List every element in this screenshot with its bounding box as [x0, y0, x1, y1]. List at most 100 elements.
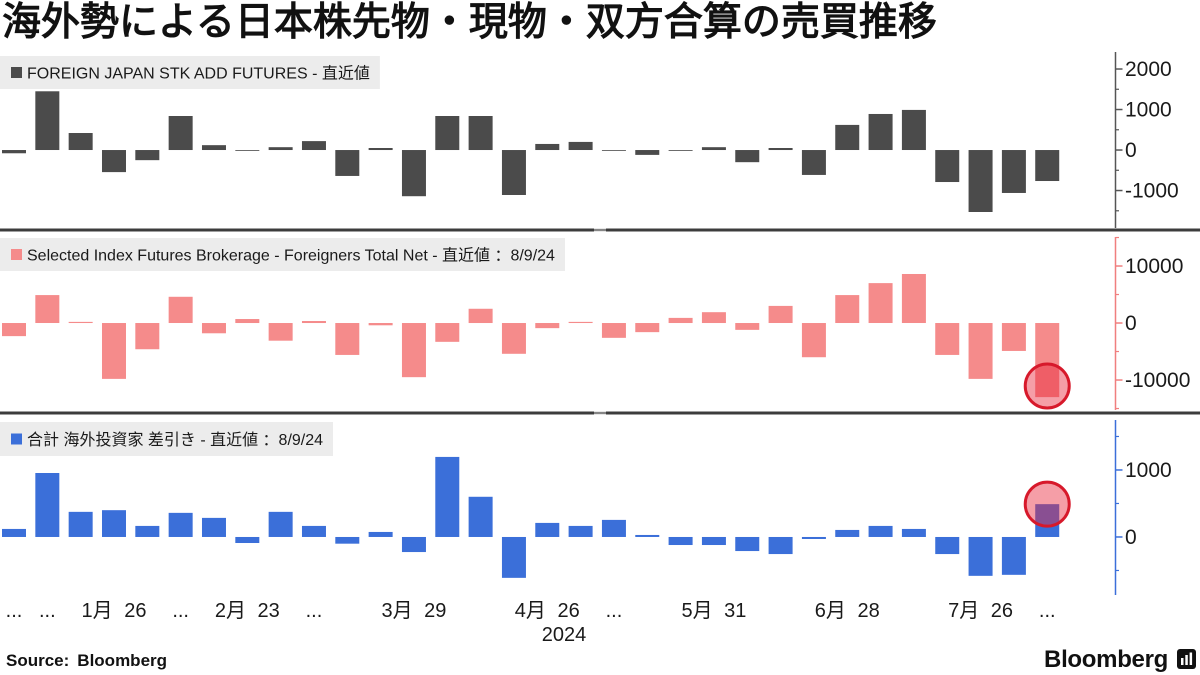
panel-2-bar — [1001, 323, 1026, 351]
panel-2-bar — [401, 323, 426, 378]
panel-2-bar — [2, 323, 26, 337]
panel-2-bar — [68, 321, 93, 324]
latest-value-highlight — [1023, 362, 1071, 410]
panel-2-bar — [635, 323, 660, 333]
x-tick-label: 1月 26 — [82, 600, 147, 622]
legend: FOREIGN JAPAN STK ADD FUTURES - 直近値 — [0, 56, 380, 89]
panel-2-y-axis: 10000 0 -10000 — [1114, 236, 1190, 410]
panel-3-bar — [835, 529, 860, 537]
panel-1-bar — [801, 150, 826, 175]
panel-3-bar — [2, 528, 26, 537]
panel-3-bar — [35, 473, 60, 537]
y-tick-label: -1000 — [1125, 180, 1179, 203]
panel-2-bar — [801, 323, 826, 358]
panel-2-bar — [868, 283, 893, 324]
x-tick-label: 7月 26 — [948, 600, 1013, 622]
panel-1-bar — [735, 150, 760, 163]
x-tick-label: 5月 31 — [681, 600, 746, 622]
panel-2: 10000 0 -10000 Selected Index Futures Broke… — [0, 236, 1190, 410]
x-tick-label: ... — [606, 600, 623, 622]
panel-3-bar — [568, 525, 593, 537]
panel-3-bar — [635, 534, 660, 537]
latest-value-highlight — [1023, 480, 1071, 528]
panel-1-bar — [235, 150, 260, 151]
resize-handle-icon[interactable] — [594, 411, 606, 415]
panel-1-bar — [2, 150, 26, 154]
legend-background — [0, 238, 565, 271]
legend-swatch — [11, 67, 22, 78]
panel-2-bar — [35, 295, 60, 324]
panel-2-bar — [168, 296, 193, 324]
legend-swatch — [11, 433, 22, 445]
panel-1-bar — [35, 91, 60, 151]
panel-1-y-axis: 2000 1000 0 -1000 — [1114, 52, 1179, 228]
panel-1-bar — [901, 109, 926, 151]
x-tick-label: ... — [39, 600, 56, 622]
panel-2-bar — [201, 323, 226, 334]
panel-3-bar — [801, 536, 826, 539]
panel-2-bar — [668, 317, 693, 324]
panel-3-bar — [768, 536, 793, 555]
panel-3-bar — [868, 525, 893, 537]
panel-2-bar — [135, 323, 160, 350]
panel-2-bar — [535, 323, 560, 329]
x-axis-year-label: 2024 — [542, 624, 587, 646]
resize-handle-icon[interactable] — [594, 228, 606, 232]
panel-1-bar — [468, 116, 493, 151]
legend: Selected Index Futures Brokerage - Forei… — [0, 238, 565, 271]
panel-1-bar — [635, 150, 660, 155]
panel-3-bar — [535, 522, 560, 537]
panel-3-bar — [335, 536, 360, 544]
y-tick-label: 0 — [1125, 526, 1137, 549]
panel-divider-2[interactable] — [0, 411, 1200, 415]
panel-3-bar — [501, 536, 526, 578]
panel-3-bar — [468, 496, 493, 537]
legend-label: Selected Index Futures Brokerage - Forei… — [27, 247, 555, 265]
panel-2-bar — [568, 321, 593, 324]
y-tick-label: 1000 — [1125, 99, 1172, 122]
legend-label: FOREIGN JAPAN STK ADD FUTURES - 直近値 — [27, 65, 370, 83]
panel-2-bar — [968, 323, 993, 379]
x-tick-label: 4月 26 — [515, 600, 580, 622]
panel-1-bar — [68, 133, 93, 151]
panel-2-bar — [1035, 323, 1060, 398]
panel-3-y-axis: 1000 0 — [1114, 420, 1172, 595]
panel-3-bar — [668, 536, 693, 546]
panel-3-bar — [135, 525, 160, 537]
panel-3-bar — [735, 536, 760, 552]
panel-2-bar — [235, 319, 260, 324]
y-tick-label: -10000 — [1125, 369, 1190, 392]
panel-1-bar — [868, 113, 893, 151]
legend-label: 合計 海外投資家 差引き - 直近値 ：8/9/24 — [27, 431, 323, 449]
panel-3-bar — [68, 511, 93, 537]
panel-1-bar — [668, 150, 693, 151]
panel-2-bar — [601, 323, 626, 338]
panel-2-bar — [435, 323, 460, 342]
y-tick-label: 2000 — [1125, 58, 1172, 81]
panel-1-bar — [101, 150, 126, 173]
panel-2-bar — [701, 312, 726, 324]
panel-2-bars — [2, 273, 1060, 398]
panel-1-bar — [568, 141, 593, 151]
panel-1-bar — [1035, 150, 1060, 182]
panel-1-bar — [1001, 150, 1026, 193]
panel-3-bar — [1035, 504, 1060, 537]
panel-2-bar — [335, 323, 360, 355]
legend-swatch — [11, 249, 22, 260]
panel-divider-1[interactable] — [0, 228, 1200, 232]
panel-1-bar — [835, 124, 860, 151]
panel-1-bar — [268, 147, 293, 151]
legend-background — [0, 56, 380, 89]
source-note: Source: Bloomberg — [6, 651, 167, 671]
x-tick-label: 3月 29 — [381, 600, 446, 622]
panel-1: 2000 1000 0 -1000 FOREIGN JAPAN STK ADD FUTU… — [0, 52, 1179, 228]
legend: 合計 海外投資家 差引き - 直近値 ：8/9/24 — [0, 422, 333, 456]
panel-2-bar — [468, 308, 493, 324]
panel-1-bar — [501, 150, 526, 195]
panel-3-bar — [101, 510, 126, 537]
panel-1-bar — [701, 147, 726, 151]
panel-1-bar — [535, 143, 560, 151]
panel-3-bar — [368, 531, 393, 537]
x-tick-label: 6月 28 — [815, 600, 880, 622]
